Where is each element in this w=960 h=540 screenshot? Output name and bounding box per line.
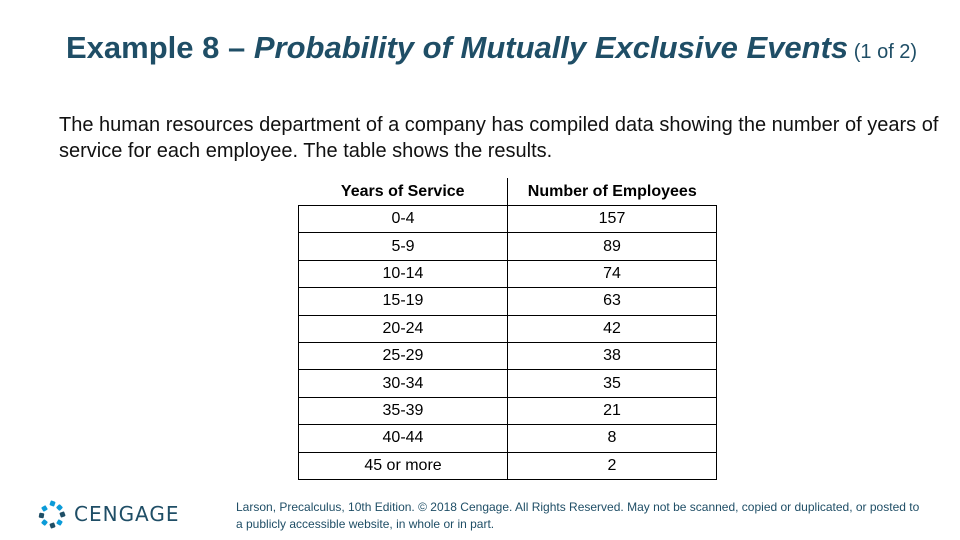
copyright-footer: Larson, Precalculus, 10th Edition. © 201… bbox=[236, 500, 920, 531]
years-cell: 20-24 bbox=[298, 314, 508, 343]
years-of-service-table: Years of Service Number of Employees 0-4… bbox=[298, 178, 717, 480]
years-cell: 25-29 bbox=[298, 341, 508, 371]
employees-cell: 38 bbox=[507, 341, 717, 371]
years-cell: 45 or more bbox=[298, 451, 508, 480]
table-row: 30-34 35 bbox=[298, 369, 717, 398]
table-row: 25-29 38 bbox=[298, 341, 717, 371]
table-row: 0-4 157 bbox=[298, 204, 717, 234]
cengage-logo-icon bbox=[38, 500, 66, 529]
employees-cell: 35 bbox=[507, 369, 717, 398]
table-header-row: Years of Service Number of Employees bbox=[298, 178, 717, 206]
table-row: 40-44 8 bbox=[298, 424, 717, 453]
employees-cell: 8 bbox=[507, 424, 717, 453]
years-cell: 30-34 bbox=[298, 369, 508, 398]
employees-cell: 74 bbox=[507, 259, 717, 289]
years-cell: 5-9 bbox=[298, 232, 508, 261]
years-cell: 10-14 bbox=[298, 259, 508, 289]
table-row: 15-19 63 bbox=[298, 287, 717, 316]
header-employees: Number of Employees bbox=[507, 178, 717, 206]
table-row: 5-9 89 bbox=[298, 232, 717, 261]
title-suffix: (1 of 2) bbox=[848, 41, 918, 63]
employees-cell: 21 bbox=[507, 396, 717, 426]
years-cell: 40-44 bbox=[298, 424, 508, 453]
table-row: 10-14 74 bbox=[298, 259, 717, 289]
intro-text: The human resources department of a comp… bbox=[59, 114, 939, 162]
slide-title: Example 8 – Probability of Mutually Excl… bbox=[66, 28, 926, 72]
employees-cell: 63 bbox=[507, 287, 717, 316]
logo-text: CENGAGE bbox=[74, 502, 180, 526]
title-emphasis: Probability of Mutually Exclusive Events bbox=[253, 30, 849, 65]
header-years: Years of Service bbox=[298, 178, 508, 206]
employees-cell: 2 bbox=[507, 451, 717, 480]
employees-cell: 89 bbox=[507, 232, 717, 261]
table-row: 45 or more 2 bbox=[298, 451, 717, 480]
table-row: 20-24 42 bbox=[298, 314, 717, 343]
employees-cell: 42 bbox=[507, 314, 717, 343]
employees-cell: 157 bbox=[507, 204, 717, 234]
years-cell: 0-4 bbox=[298, 204, 508, 234]
title-prefix: Example 8 – bbox=[66, 30, 254, 65]
years-cell: 35-39 bbox=[298, 396, 508, 426]
cengage-logo: CENGAGE bbox=[38, 497, 180, 531]
years-cell: 15-19 bbox=[298, 287, 508, 316]
table-row: 35-39 21 bbox=[298, 396, 717, 426]
